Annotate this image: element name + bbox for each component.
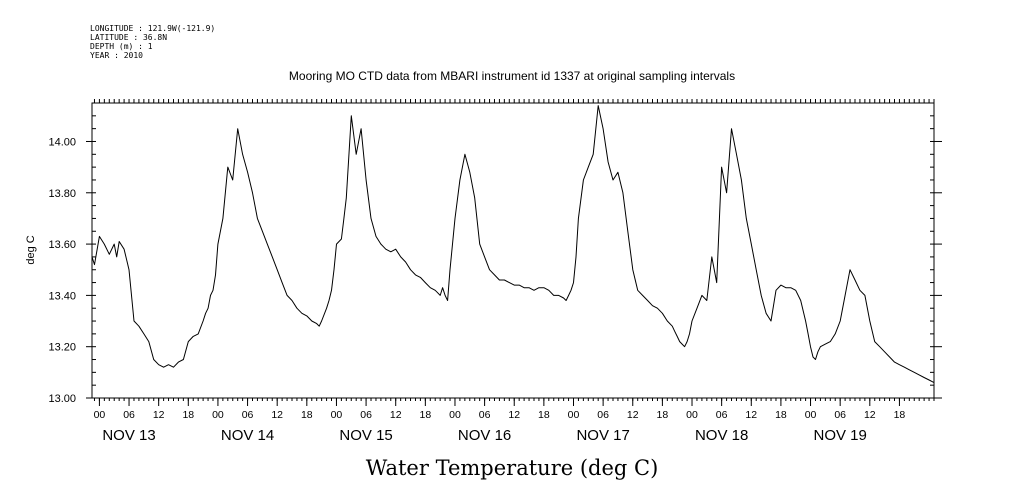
- x-hour-label: 06: [834, 409, 846, 421]
- x-hour-label: 00: [805, 409, 817, 421]
- x-day-label: NOV 16: [458, 427, 511, 444]
- series-group: [91, 105, 935, 384]
- x-hour-label: 12: [390, 409, 402, 421]
- x-hour-label: 12: [153, 409, 165, 421]
- x-hour-label: 18: [538, 409, 550, 421]
- x-hour-label: 06: [123, 409, 135, 421]
- x-hour-label: 18: [775, 409, 787, 421]
- x-day-label: NOV 17: [576, 427, 629, 444]
- year-label: YEAR : 2010: [90, 51, 143, 60]
- chart-title: Mooring MO CTD data from MBARI instrumen…: [289, 69, 735, 83]
- x-hour-label: 18: [301, 409, 313, 421]
- x-hour-label: 06: [479, 409, 491, 421]
- axes: 13.00 13.20 13.40 13.60 13.80 14.00 00 06 12 18 NO…: [48, 99, 942, 444]
- x-hour-label: 00: [94, 409, 106, 421]
- x-axis-label: Water Temperature (deg C): [366, 456, 659, 480]
- x-hour-label: 12: [508, 409, 520, 421]
- x-hour-label: 00: [686, 409, 698, 421]
- x-hour-label: 18: [657, 409, 669, 421]
- plot-frame: [91, 102, 935, 399]
- y-tick-label: 13.60: [48, 239, 76, 251]
- x-hour-label: 12: [271, 409, 283, 421]
- x-hour-label: 12: [864, 409, 876, 421]
- x-hour-label: 12: [745, 409, 757, 421]
- latitude-label: LATITUDE : 36.8N: [90, 33, 167, 42]
- x-hour-label: 18: [182, 409, 194, 421]
- depth-label: DEPTH (m) : 1: [90, 42, 153, 51]
- x-day-label: NOV 13: [102, 427, 155, 444]
- x-hour-label: 00: [331, 409, 343, 421]
- x-hour-label: 00: [568, 409, 580, 421]
- x-hour-label: 06: [716, 409, 728, 421]
- y-axis-label: deg C: [25, 235, 37, 264]
- x-day-label: NOV 15: [339, 427, 392, 444]
- x-day-label: NOV 19: [813, 427, 866, 444]
- x-hour-label: 06: [242, 409, 254, 421]
- y-tick-label: 13.00: [48, 393, 76, 405]
- y-tick-label: 13.20: [48, 342, 76, 354]
- x-hour-label: 00: [449, 409, 461, 421]
- x-day-label: NOV 14: [221, 427, 274, 444]
- temperature-series-line: [91, 105, 935, 384]
- x-hour-label: 00: [212, 409, 224, 421]
- y-tick-label: 13.80: [48, 188, 76, 200]
- longitude-label: LONGITUDE : 121.9W(-121.9): [90, 24, 215, 33]
- y-tick-label: 13.40: [48, 290, 76, 302]
- x-hour-label: 18: [419, 409, 431, 421]
- x-hour-label: 06: [360, 409, 372, 421]
- x-hour-label: 06: [597, 409, 609, 421]
- x-day-label: NOV 18: [695, 427, 748, 444]
- y-tick-label: 14.00: [48, 136, 76, 148]
- x-hour-label: 12: [627, 409, 639, 421]
- x-hour-label: 18: [894, 409, 906, 421]
